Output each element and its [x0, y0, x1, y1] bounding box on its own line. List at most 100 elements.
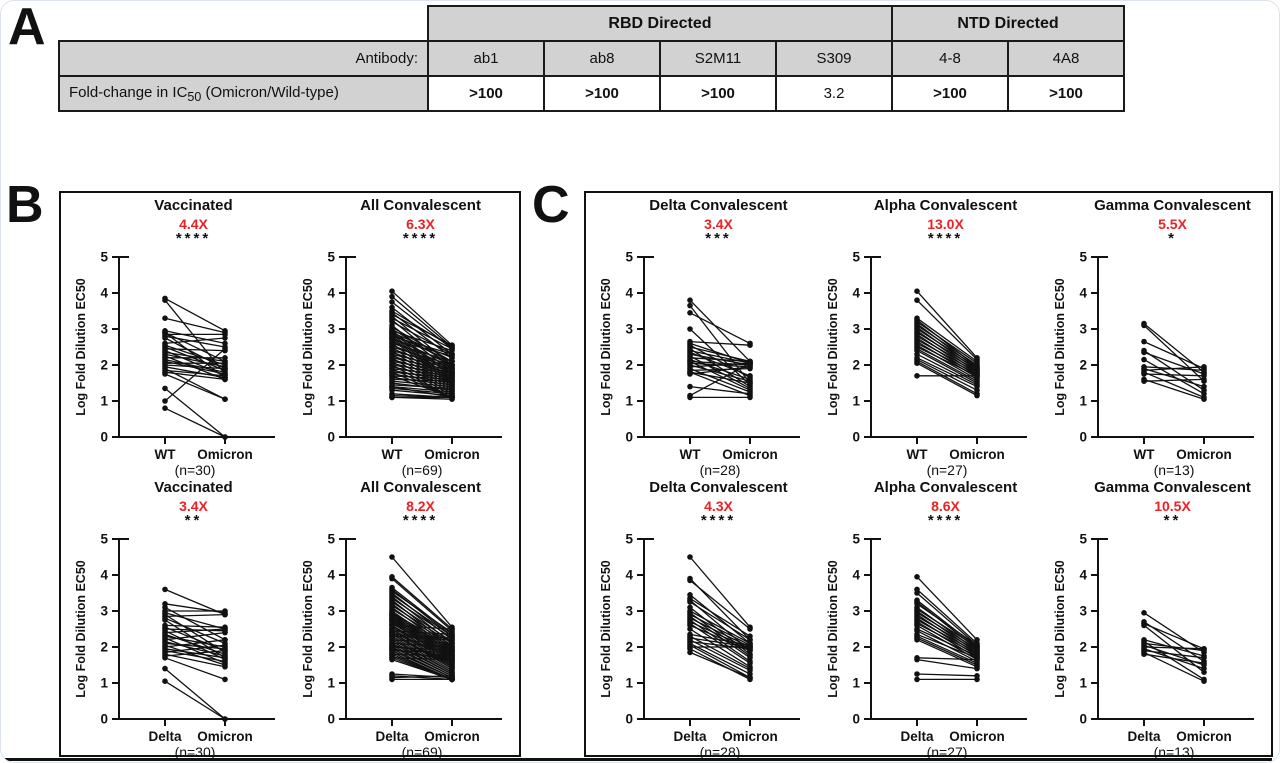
axis-lines — [117, 538, 275, 720]
n-count-label: (n=30) — [174, 462, 215, 478]
data-point — [221, 642, 228, 648]
y-tick-label: 1 — [852, 676, 860, 691]
pair-line — [391, 367, 452, 377]
pair-line — [164, 371, 225, 381]
pair-line — [1143, 378, 1204, 400]
y-tick-label: 1 — [100, 394, 108, 409]
data-point — [221, 611, 228, 618]
y-tick-label: 0 — [625, 430, 633, 445]
data-point — [1140, 651, 1147, 657]
chart-title: Gamma Convalescent — [1094, 197, 1251, 214]
pair-line — [1143, 653, 1204, 664]
pair-line — [164, 364, 225, 370]
y-axis-label: Log Fold Dilution EC50 — [74, 560, 88, 698]
x-category-label: Omicron — [949, 729, 1005, 744]
data-point — [1200, 383, 1207, 390]
pair-line — [916, 335, 977, 371]
pair-line — [164, 297, 225, 332]
pair-line — [391, 576, 452, 630]
x-category-label: WT — [679, 447, 701, 462]
pair-line — [916, 339, 977, 373]
pair-line — [916, 603, 977, 646]
pair-line — [1143, 623, 1204, 650]
fold-change-value: >100 — [659, 75, 777, 112]
x-category-label: Omicron — [722, 729, 778, 744]
x-category-label: Omicron — [197, 447, 253, 462]
pair-line — [391, 376, 452, 386]
y-tick-label: 4 — [852, 286, 860, 301]
pair-line — [391, 615, 452, 652]
chart-title: Alpha Convalescent — [873, 479, 1018, 496]
chart-plot: 0 1 2 3 4 5 Log Fold Dilution EC50 WT Omicron(n=… — [599, 250, 800, 478]
pair-line — [689, 617, 750, 648]
y-tick-label: 3 — [327, 604, 335, 619]
chart-title: Delta Convalescent — [649, 479, 788, 496]
pair-line — [391, 675, 452, 679]
data-point — [161, 371, 168, 377]
significance-stars: ** — [184, 512, 203, 529]
data-point — [221, 335, 228, 341]
data-point — [221, 676, 228, 683]
pair-line — [689, 357, 750, 363]
pair-line — [1143, 649, 1204, 659]
data-point — [1200, 655, 1207, 661]
data-point — [221, 396, 228, 402]
fold-change-row-label: Fold-change in IC50 (Omicron/Wild-type) — [58, 75, 429, 112]
data-point — [686, 554, 693, 560]
pair-line — [164, 387, 225, 438]
pair-line — [164, 337, 225, 345]
x-category-label: WT — [154, 447, 176, 462]
pair-line — [164, 657, 225, 681]
pair-line — [689, 362, 750, 397]
n-count-label: (n=27) — [926, 744, 967, 760]
data-point — [1140, 610, 1147, 616]
significance-stars: **** — [700, 512, 737, 529]
pair-line — [164, 330, 225, 345]
y-axis-label: Log Fold Dilution EC50 — [826, 278, 840, 416]
pair-line — [391, 326, 452, 362]
data-point — [161, 315, 168, 321]
y-tick-label: 5 — [327, 532, 335, 547]
data-point — [221, 647, 228, 654]
y-axis-label: Log Fold Dilution EC50 — [826, 560, 840, 698]
data-point — [686, 394, 693, 401]
data-point — [913, 373, 920, 379]
data-point — [388, 288, 395, 294]
chart-plot: 0 1 2 3 4 5 Log Fold Dilution EC50 Delta Omicron… — [1053, 532, 1254, 760]
pair-line — [689, 371, 750, 397]
pair-line — [689, 601, 750, 641]
pair-line — [391, 635, 452, 671]
group-header-ntd: NTD Directed — [891, 5, 1125, 42]
chart-plot: 0 1 2 3 4 5 Log Fold Dilution EC50 WT Omicron(n=… — [826, 250, 1027, 478]
data-point — [221, 355, 228, 361]
chart-title: Vaccinated — [154, 197, 233, 214]
pair-line — [689, 385, 750, 395]
pair-line — [916, 623, 977, 655]
data-point — [161, 335, 168, 341]
pair-line — [916, 342, 977, 375]
chart-title: All Convalescent — [360, 479, 481, 496]
pair-line — [689, 556, 750, 628]
fold-change-label: 13.0X — [927, 216, 964, 232]
pair-line — [391, 630, 452, 636]
chart-title: Gamma Convalescent — [1094, 479, 1251, 496]
y-axis-label: Log Fold Dilution EC50 — [301, 278, 315, 416]
antibody-name: ab8 — [543, 40, 661, 77]
chart-title: Alpha Convalescent — [873, 197, 1018, 214]
group-header-rbd: RBD Directed — [427, 5, 893, 42]
pair-line — [689, 610, 750, 644]
pair-line — [916, 599, 977, 648]
data-point — [1140, 378, 1147, 384]
pair-line — [164, 644, 225, 666]
data-point — [161, 665, 168, 672]
data-point — [973, 656, 980, 663]
pair-line — [689, 340, 750, 346]
chart-plot: 0 1 2 3 4 5 Log Fold Dilution EC50 Delta Omicron… — [301, 532, 502, 760]
antibody-row-label: Antibody: — [58, 40, 429, 77]
table-corner-spacer — [59, 6, 428, 41]
pair-line — [689, 364, 750, 382]
y-tick-label: 2 — [1079, 640, 1087, 655]
data-point — [913, 656, 920, 663]
data-point — [913, 574, 920, 580]
